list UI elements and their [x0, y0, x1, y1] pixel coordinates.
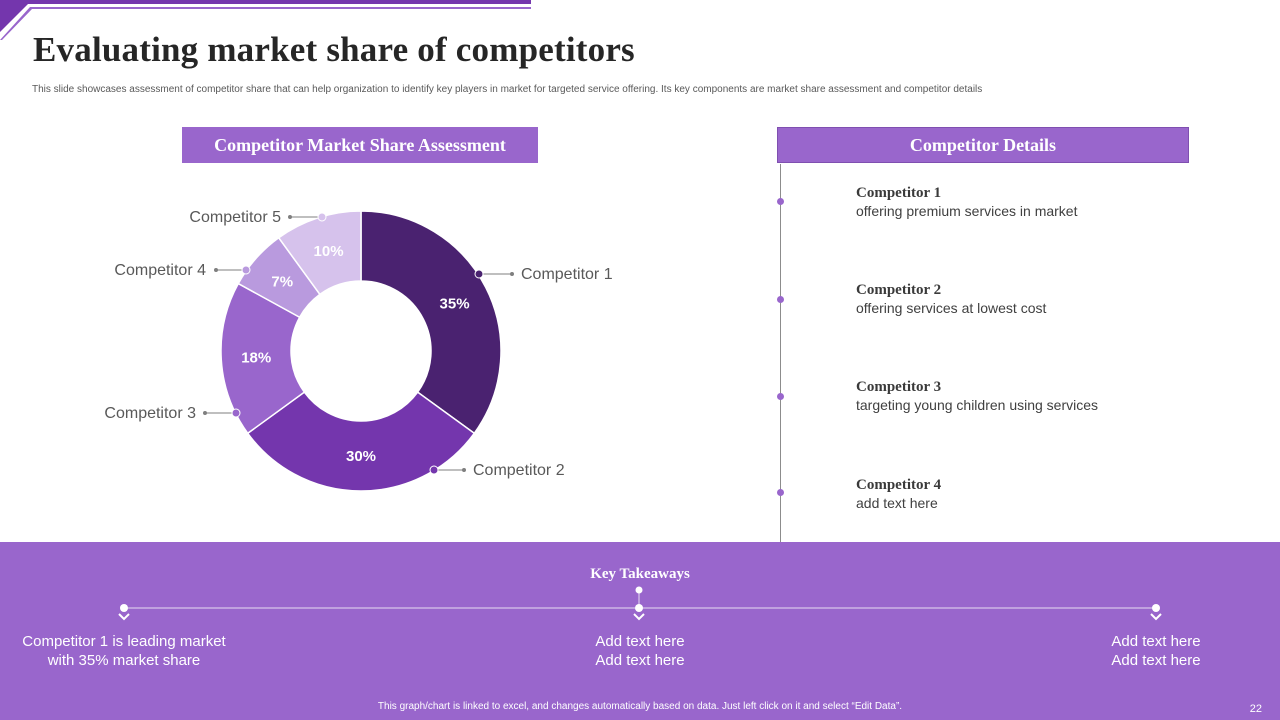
- competitor-description: add text here: [856, 495, 938, 511]
- takeaway-line: Add text here: [1111, 652, 1201, 669]
- takeaway-line: with 35% market share: [47, 652, 201, 669]
- market-share-donut-chart: 35% Competitor 1 30% Competitor 2 18% Competi…: [104, 209, 613, 492]
- competitor-detail-4: Competitor 4 add text here: [856, 476, 941, 512]
- competitor-description: targeting young children using services: [856, 397, 1099, 413]
- donut-slice-3: [220, 282, 306, 435]
- callout-end-dot-4: [214, 268, 218, 272]
- page-subtitle: This slide showcases assessment of compe…: [32, 84, 983, 95]
- competitor-details-header: Competitor Details: [777, 127, 1189, 163]
- takeaway-item-1: Competitor 1 is leading market with 35% …: [4, 632, 244, 670]
- details-timeline: [780, 164, 781, 542]
- callout-dot-5: [317, 212, 327, 222]
- key-takeaways-title: Key Takeaways: [590, 566, 690, 582]
- page-number: 22: [1249, 703, 1262, 715]
- takeaway-item-3: Add text here Add text here: [1036, 632, 1276, 670]
- competitor-detail-3: Competitor 3 targeting young children us…: [856, 378, 1098, 414]
- callout-end-dot-3: [203, 411, 207, 415]
- timeline-dot: [777, 296, 784, 303]
- takeaway-item-2: Add text here Add text here: [520, 632, 760, 670]
- donut-slice-5: [277, 210, 362, 296]
- competitor-description: offering services at lowest cost: [856, 300, 1047, 316]
- donut-category-label-2: Competitor 2: [473, 462, 565, 479]
- takeaway-line: Add text here: [595, 633, 685, 650]
- takeaway-line: Add text here: [595, 652, 685, 669]
- timeline-dot: [777, 198, 784, 205]
- competitor-name: Competitor 2: [856, 282, 942, 298]
- donut-value-label-3: 18%: [241, 350, 271, 367]
- competitor-name: Competitor 3: [856, 379, 942, 395]
- market-share-header: Competitor Market Share Assessment: [182, 127, 538, 163]
- competitor-detail-1: Competitor 1 offering premium services i…: [856, 184, 1077, 220]
- callout-end-dot-5: [288, 215, 292, 219]
- donut-category-label-4: Competitor 4: [114, 262, 206, 279]
- callout-end-dot-1: [510, 272, 514, 276]
- takeaway-line: Add text here: [1111, 633, 1201, 650]
- competitor-name: Competitor 4: [856, 477, 942, 493]
- callout-dot-1: [474, 269, 484, 279]
- takeaway-line: Competitor 1 is leading market: [22, 633, 226, 650]
- callout-dot-2: [429, 465, 439, 475]
- donut-slice-2: [246, 391, 476, 492]
- competitor-detail-2: Competitor 2 offering services at lowest…: [856, 281, 1046, 317]
- donut-slice-1: [360, 210, 502, 435]
- competitor-name: Competitor 1: [856, 185, 942, 201]
- donut-category-label-5: Competitor 5: [189, 209, 281, 226]
- competitor-description: offering premium services in market: [856, 203, 1078, 219]
- page-title: Evaluating market share of competitors: [33, 30, 635, 69]
- donut-value-label-5: 10%: [314, 243, 344, 260]
- callout-dot-3: [231, 408, 241, 418]
- corner-decoration: [0, 0, 531, 40]
- timeline-dot: [777, 489, 784, 496]
- callout-end-dot-2: [462, 468, 466, 472]
- donut-category-label-3: Competitor 3: [104, 405, 196, 422]
- donut-value-label-2: 30%: [346, 448, 376, 465]
- timeline-dot: [777, 393, 784, 400]
- donut-value-label-4: 7%: [271, 274, 293, 291]
- key-takeaways-band: [0, 542, 1280, 720]
- donut-value-label-1: 35%: [440, 295, 470, 312]
- callout-dot-4: [241, 265, 251, 275]
- donut-category-label-1: Competitor 1: [521, 266, 613, 283]
- footnote: This graph/chart is linked to excel, and…: [377, 701, 903, 712]
